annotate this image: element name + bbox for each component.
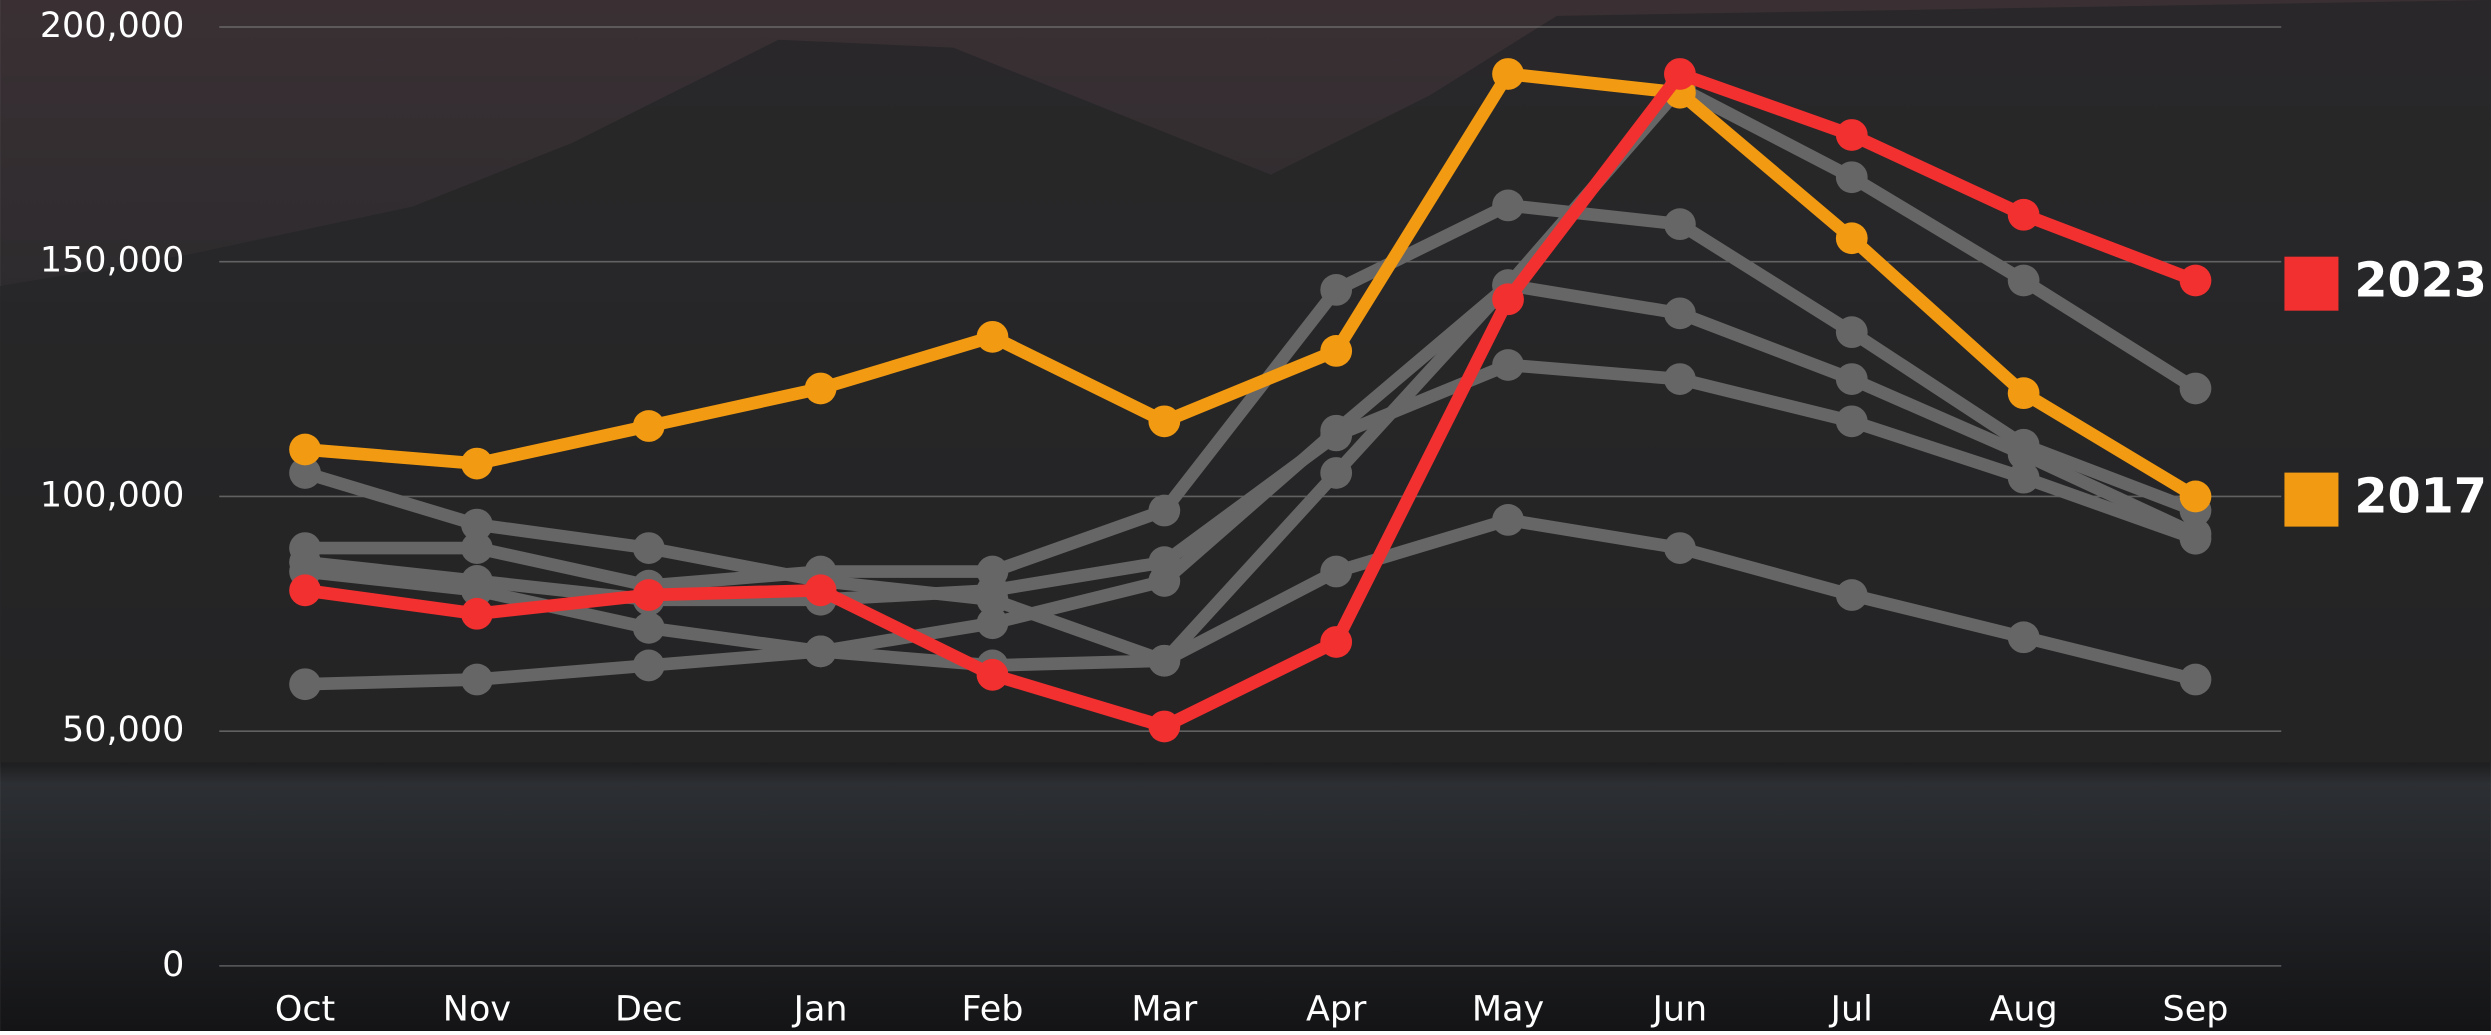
x-tick-label: Mar bbox=[1131, 989, 1198, 1029]
x-tick-label: Dec bbox=[615, 989, 683, 1029]
x-tick-label: Aug bbox=[1990, 989, 2058, 1029]
point bbox=[976, 320, 1009, 353]
point bbox=[1664, 208, 1696, 241]
point bbox=[1664, 532, 1696, 564]
x-tick-label: Jun bbox=[1651, 989, 1708, 1029]
point bbox=[632, 532, 665, 564]
point bbox=[632, 579, 665, 611]
series-line bbox=[305, 199, 2198, 592]
point bbox=[461, 447, 493, 480]
x-tick-label: Jul bbox=[1829, 989, 1873, 1029]
x-tick-label: May bbox=[1472, 989, 1544, 1029]
point bbox=[804, 635, 837, 668]
point bbox=[2007, 198, 2040, 231]
point bbox=[2179, 372, 2212, 405]
point bbox=[1148, 494, 1181, 527]
point bbox=[461, 532, 493, 564]
point bbox=[461, 663, 493, 696]
point bbox=[1492, 189, 1524, 222]
point bbox=[1835, 161, 1868, 194]
y-tick-label: 50,000 bbox=[62, 710, 184, 750]
x-tick-label: Apr bbox=[1306, 989, 1367, 1029]
point bbox=[1835, 363, 1868, 395]
point bbox=[976, 607, 1009, 640]
point bbox=[1148, 644, 1181, 677]
point bbox=[976, 658, 1009, 691]
y-tick-label: 0 bbox=[162, 945, 184, 985]
point bbox=[1320, 626, 1353, 658]
point bbox=[2179, 480, 2212, 513]
point bbox=[2179, 518, 2212, 550]
point bbox=[289, 457, 321, 489]
point bbox=[1664, 363, 1696, 395]
point bbox=[804, 574, 837, 607]
series-line bbox=[304, 67, 2199, 502]
series-line bbox=[304, 278, 2199, 658]
point bbox=[2179, 264, 2212, 297]
point bbox=[2007, 377, 2040, 410]
point bbox=[1835, 119, 1868, 151]
point bbox=[461, 574, 493, 607]
point bbox=[2007, 621, 2040, 654]
series-line bbox=[304, 67, 2198, 733]
point bbox=[1492, 283, 1524, 316]
y-tick-label: 200,000 bbox=[40, 6, 184, 46]
series-line bbox=[304, 513, 2197, 691]
point bbox=[1492, 349, 1524, 381]
y-tick-label: 100,000 bbox=[40, 475, 184, 515]
point bbox=[461, 508, 493, 541]
point bbox=[2179, 663, 2212, 696]
point bbox=[1492, 504, 1524, 536]
point bbox=[632, 611, 665, 644]
point bbox=[804, 372, 837, 405]
point bbox=[461, 597, 493, 630]
point bbox=[632, 410, 665, 442]
x-tick-label: Jan bbox=[792, 989, 848, 1029]
point bbox=[1320, 335, 1353, 367]
x-tick-label: Oct bbox=[275, 989, 335, 1029]
x-tick-label: Sep bbox=[2163, 989, 2229, 1029]
y-tick-label: 150,000 bbox=[40, 241, 184, 281]
point bbox=[2007, 264, 2040, 297]
series-line bbox=[303, 81, 2199, 668]
point bbox=[289, 668, 321, 701]
x-tick-label: Nov bbox=[443, 989, 511, 1029]
point bbox=[976, 574, 1009, 607]
point bbox=[2007, 438, 2040, 471]
legend-swatch bbox=[2284, 256, 2339, 311]
point bbox=[1664, 297, 1696, 330]
point bbox=[1320, 457, 1353, 489]
point bbox=[1835, 405, 1868, 438]
x-tick-label: Feb bbox=[962, 989, 1024, 1029]
point bbox=[1835, 222, 1868, 255]
point bbox=[1320, 274, 1353, 306]
point bbox=[1148, 565, 1181, 597]
point bbox=[289, 574, 321, 607]
point bbox=[289, 433, 321, 466]
point bbox=[1835, 579, 1868, 611]
point bbox=[1492, 58, 1524, 90]
point bbox=[1835, 316, 1868, 349]
legend-swatch bbox=[2284, 472, 2339, 527]
point bbox=[632, 649, 665, 682]
point bbox=[1148, 710, 1181, 743]
legend-label: 2017 bbox=[2354, 470, 2487, 525]
point bbox=[2007, 461, 2040, 494]
point bbox=[1664, 58, 1696, 90]
point bbox=[1148, 405, 1181, 438]
legend-label: 2023 bbox=[2354, 254, 2487, 309]
point bbox=[1320, 555, 1353, 588]
point bbox=[1320, 414, 1353, 447]
